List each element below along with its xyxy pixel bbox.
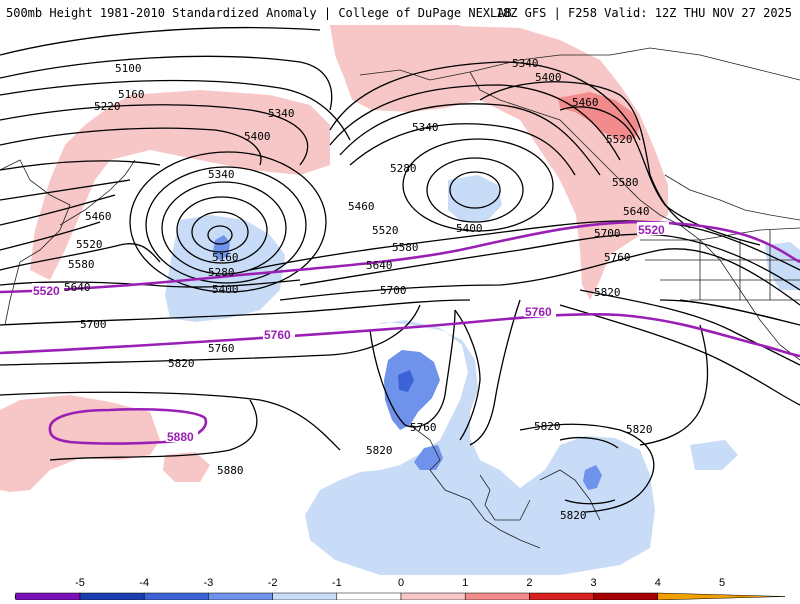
highlight-labels: 5520 5760 5880 5520 5760 <box>32 222 669 444</box>
contour-label: 5820 <box>594 286 621 299</box>
moderate-negative-anomaly <box>384 350 440 430</box>
colorbar-segment <box>400 592 466 601</box>
contour-label: 5760 <box>410 421 437 434</box>
positive-anomaly-area <box>395 25 470 55</box>
negative-anomaly-area <box>765 242 800 290</box>
contour-label: 5280 <box>390 162 417 175</box>
contour-label: 5700 <box>80 318 107 331</box>
contour-5520 <box>0 220 800 294</box>
colorbar-tick-label: 4 <box>655 577 661 589</box>
model-valid-time: 18Z GFS | F258 Valid: 12Z THU NOV 27 202… <box>495 6 792 20</box>
contour-label: 5400 <box>212 283 239 296</box>
contour-label: 5220 <box>94 100 121 113</box>
contour-labels: 5100 5160 5220 5340 5400 5340 5460 5520 … <box>64 57 653 522</box>
contour-label: 5100 <box>115 62 142 75</box>
moderate-negative-anomaly <box>213 235 230 260</box>
contour-label: 5580 <box>612 176 639 189</box>
header: 500mb Height 1981-2010 Standardized Anom… <box>0 0 800 25</box>
colorbar-segment <box>15 592 81 601</box>
colorbar-tick-label: 3 <box>591 577 597 589</box>
colorbar-tick-label: -5 <box>75 577 85 589</box>
colorbar-tick-label: -4 <box>139 577 149 589</box>
contour-label: 5820 <box>168 357 195 370</box>
contour-label-5880: 5880 <box>167 430 194 444</box>
contour-label: 5820 <box>366 444 393 457</box>
color-bar: -5 -4 -3 -2 -1 0 1 2 3 4 5 <box>0 575 800 601</box>
contour-label: 5640 <box>64 281 91 294</box>
colorbar-end-right <box>657 592 786 601</box>
colorbar-segment <box>208 592 273 601</box>
contour-label: 5340 <box>512 57 539 70</box>
positive-anomaly-area <box>30 90 330 280</box>
contour-label: 5820 <box>560 509 587 522</box>
colorbar-tick-label: 5 <box>719 577 725 589</box>
highlight-contours <box>0 220 800 445</box>
negative-anomaly-area <box>690 440 738 470</box>
colorbar-tick-label: 0 <box>398 577 404 589</box>
colorbar-segment <box>143 592 209 601</box>
contour-label: 5340 <box>268 107 295 120</box>
colorbar-tick-label: -3 <box>204 577 214 589</box>
contour-label: 5880 <box>217 464 244 477</box>
contour-label: 5700 <box>594 227 621 240</box>
contour-label: 5400 <box>456 222 483 235</box>
anomaly-shading <box>0 25 800 575</box>
contour-label-5520-west: 5520 <box>33 284 60 298</box>
colorbar-segment <box>79 592 145 601</box>
moderate-negative-anomaly <box>583 465 602 490</box>
colorbar-segment <box>336 592 402 601</box>
colorbar-segment <box>529 592 594 601</box>
contour-label: 5640 <box>623 205 650 218</box>
colorbar-segment <box>464 592 530 601</box>
negative-anomaly-area <box>448 175 502 222</box>
height-contours <box>0 26 800 513</box>
contour-label: 5700 <box>380 284 407 297</box>
positive-anomaly-area <box>163 452 210 482</box>
contour-label: 5400 <box>535 71 562 84</box>
coastlines <box>0 47 800 549</box>
contour-label: 5460 <box>572 96 599 109</box>
colorbar-segment <box>593 592 659 601</box>
contour-label: 5460 <box>348 200 375 213</box>
contour-label: 5760 <box>604 251 631 264</box>
contour-label: 5340 <box>208 168 235 181</box>
colorbar-tick-label: 1 <box>462 577 468 589</box>
strong-positive-anomaly <box>558 92 640 140</box>
contour-label: 5640 <box>366 259 393 272</box>
colorbar-tick-label: -1 <box>332 577 342 589</box>
contour-label: 5520 <box>76 238 103 251</box>
contour-label: 5580 <box>68 258 95 271</box>
contour-label: 5400 <box>244 130 271 143</box>
contour-label-5520-east: 5520 <box>638 223 665 237</box>
contour-label: 5580 <box>392 241 419 254</box>
contour-label: 5520 <box>372 224 399 237</box>
colorbar-tick-label: -2 <box>268 577 278 589</box>
weather-map: 5100 5160 5220 5340 5400 5340 5460 5520 … <box>0 25 800 575</box>
contour-label-5760-central: 5760 <box>264 328 291 342</box>
contour-label: 5460 <box>85 210 112 223</box>
contour-label: 5520 <box>606 133 633 146</box>
contour-label: 5160 <box>118 88 145 101</box>
contour-5760 <box>0 313 800 358</box>
contour-label: 5820 <box>626 423 653 436</box>
strong-negative-anomaly <box>398 370 414 392</box>
map-title: 500mb Height 1981-2010 Standardized Anom… <box>6 6 512 20</box>
colorbar-segment <box>272 592 338 601</box>
contour-5880 <box>48 407 208 445</box>
contour-label: 5160 <box>212 251 239 264</box>
contour-label: 5820 <box>534 420 561 433</box>
contour-label: 5760 <box>208 342 235 355</box>
contour-label: 5340 <box>412 121 439 134</box>
contour-label: 5280 <box>208 266 235 279</box>
negative-anomaly-area <box>305 320 655 575</box>
contour-label-5760-east: 5760 <box>525 305 552 319</box>
colorbar-tick-label: 2 <box>526 577 532 589</box>
